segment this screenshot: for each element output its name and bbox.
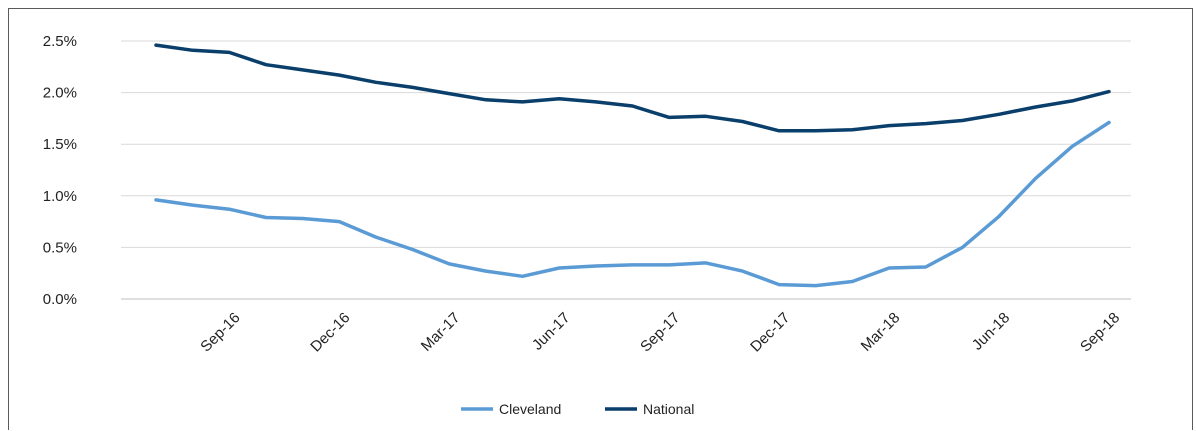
- x-tick-label: Jun-18: [969, 309, 1013, 353]
- x-tick-label: Dec-16: [307, 309, 353, 355]
- legend-label: Cleveland: [499, 401, 561, 417]
- series-lines: [154, 43, 1111, 288]
- x-tick-label: Mar-18: [858, 309, 904, 355]
- x-tick-label: Dec-17: [747, 309, 793, 355]
- chart-frame: 0.0% 0.5% 1.0% 1.5% 2.0% 2.5% Sep-16 Dec-16 Mar…: [8, 8, 1193, 430]
- y-tick-label: 2.0%: [43, 85, 77, 102]
- x-tick-label: Sep-17: [637, 309, 683, 355]
- legend-label: National: [643, 401, 694, 417]
- x-tick-label: Sep-18: [1077, 309, 1123, 355]
- y-tick-label: 2.5%: [43, 33, 77, 50]
- series-line-cleveland: [154, 120, 1111, 288]
- line-chart: 0.0% 0.5% 1.0% 1.5% 2.0% 2.5% Sep-16 Dec-16 Mar…: [43, 33, 1131, 417]
- x-axis-tick-labels: Sep-16 Dec-16 Mar-17 Jun-17 Sep-17 Dec-17 Mar-…: [197, 309, 1123, 355]
- y-tick-label: 0.5%: [43, 239, 77, 256]
- series-line-national: [154, 43, 1111, 133]
- y-tick-label: 1.5%: [43, 136, 77, 153]
- gridlines: [121, 40, 1131, 300]
- legend: Cleveland National: [461, 401, 694, 417]
- y-tick-label: 0.0%: [43, 291, 77, 308]
- x-tick-label: Sep-16: [197, 309, 243, 355]
- y-tick-label: 1.0%: [43, 188, 77, 205]
- x-tick-label: Jun-17: [529, 309, 573, 353]
- y-axis-tick-labels: 0.0% 0.5% 1.0% 1.5% 2.0% 2.5%: [43, 33, 77, 308]
- x-tick-label: Mar-17: [418, 309, 464, 355]
